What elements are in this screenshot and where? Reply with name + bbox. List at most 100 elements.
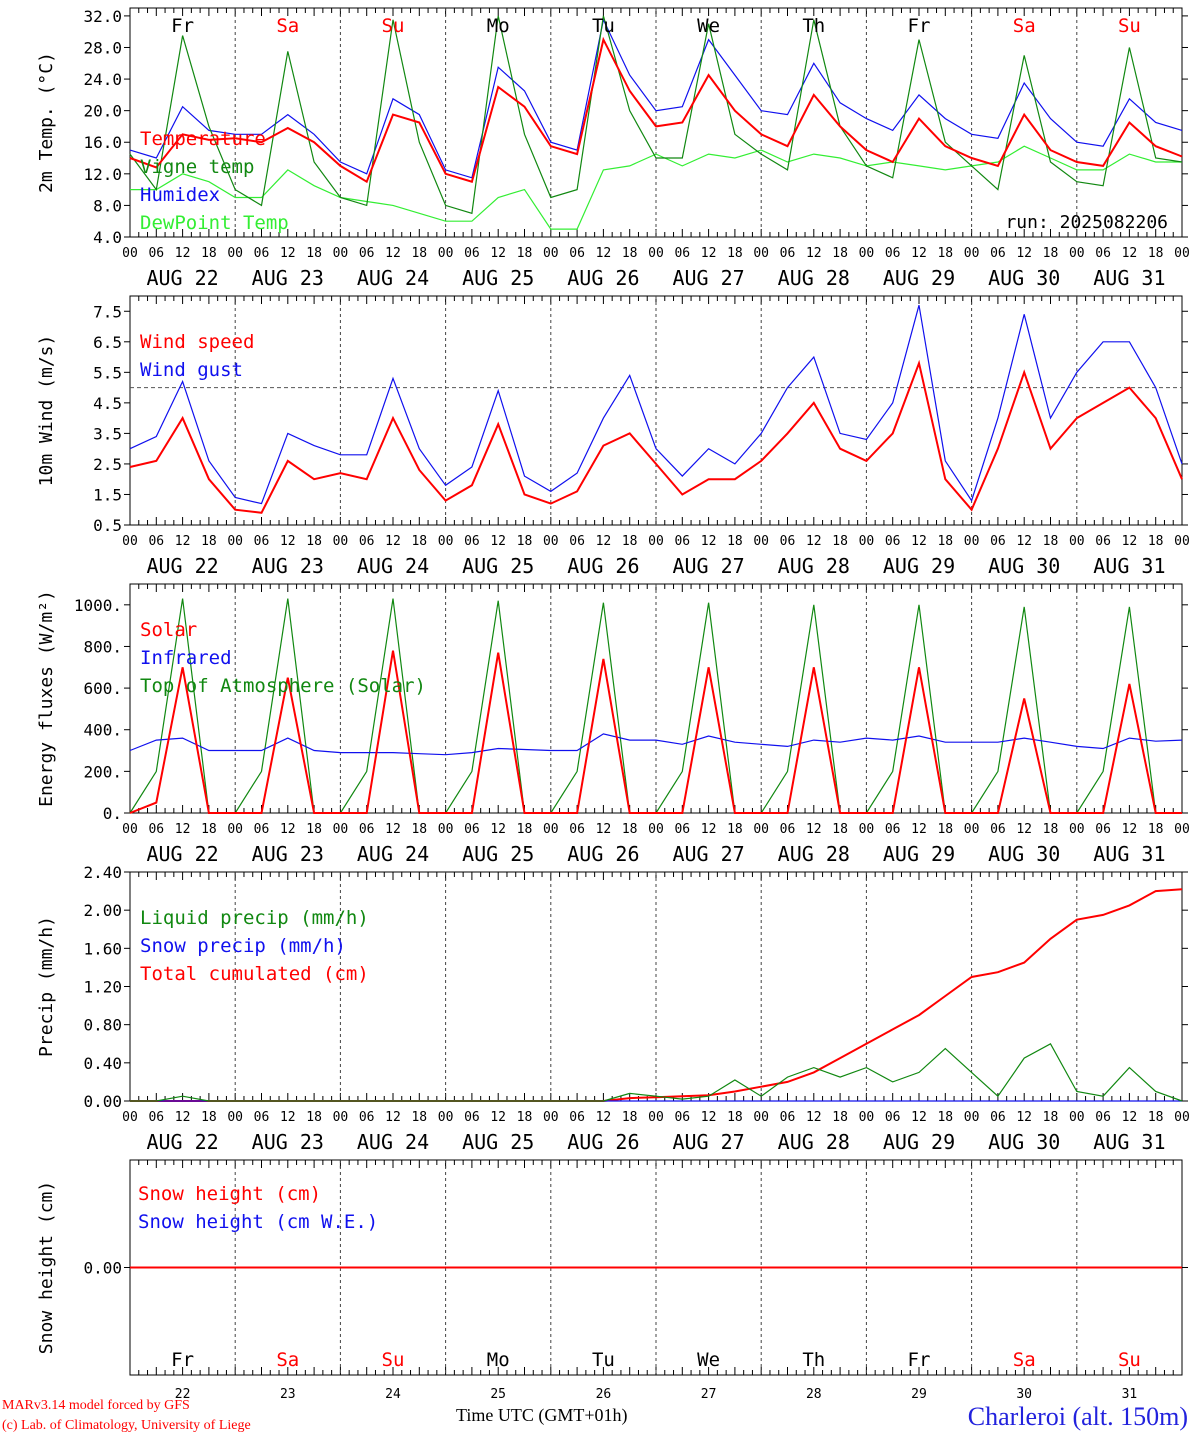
legend-entry: Total cumulated (cm) — [140, 963, 369, 985]
x-date-label: AUG 30 — [988, 842, 1060, 866]
x-hour-label: 12 — [806, 822, 822, 837]
x-hour-label: 00 — [122, 246, 138, 261]
series-line-red — [129, 36, 1183, 184]
x-hour-label: 12 — [806, 1110, 822, 1125]
x-hour-label: 06 — [148, 246, 164, 261]
series-line-blue — [129, 305, 1183, 505]
day-number-label: 23 — [280, 1387, 296, 1402]
panel-1 — [124, 7, 1188, 238]
x-hour-label: 12 — [1122, 246, 1138, 261]
y-tick-label: 1.60 — [83, 939, 122, 958]
x-date-label: AUG 26 — [567, 842, 639, 866]
x-hour-label: 00 — [964, 534, 980, 549]
y-tick-label: 32.0 — [83, 7, 122, 26]
y-tick-label: 400. — [83, 721, 122, 740]
x-hour-label: 00 — [859, 246, 875, 261]
x-hour-label: 12 — [280, 822, 296, 837]
x-hour-label: 00 — [648, 822, 664, 837]
x-hour-label: 00 — [333, 1110, 349, 1125]
run-annotation: run: 2025082206 — [1005, 212, 1168, 233]
y-tick-label: 2.40 — [83, 863, 122, 882]
x-date-label: AUG 24 — [357, 266, 429, 290]
day-of-week-label: We — [697, 1349, 720, 1371]
day-number-label: 31 — [1122, 1387, 1138, 1402]
x-hour-label: 12 — [596, 246, 612, 261]
x-hour-label: 00 — [438, 246, 454, 261]
day-of-week-label: Sa — [1013, 1349, 1036, 1371]
y-tick-label: 5.5 — [93, 363, 122, 382]
x-hour-label: 18 — [517, 246, 533, 261]
x-hour-label: 18 — [937, 534, 953, 549]
x-hour-label: 18 — [1043, 1110, 1059, 1125]
x-hour-label: 06 — [885, 534, 901, 549]
x-hour-label: 00 — [438, 822, 454, 837]
legend-entry: Snow height (cm) — [138, 1183, 321, 1205]
x-hour-label: 00 — [753, 822, 769, 837]
x-hour-label: 06 — [148, 534, 164, 549]
y-tick-label: 24.0 — [83, 70, 122, 89]
x-hour-label: 00 — [543, 1110, 559, 1125]
x-hour-label: 18 — [727, 246, 743, 261]
panel-3 — [124, 583, 1188, 814]
x-hour-label: 12 — [806, 534, 822, 549]
y-tick-label: 1.5 — [93, 485, 122, 504]
x-date-label: AUG 25 — [462, 842, 534, 866]
station-name: Charleroi (alt. 150m) — [967, 1402, 1188, 1431]
x-hour-label: 00 — [122, 1110, 138, 1125]
x-hour-label: 06 — [254, 534, 270, 549]
x-hour-label: 00 — [227, 246, 243, 261]
y-tick-label: 1000. — [74, 596, 122, 615]
x-date-label: AUG 29 — [883, 842, 955, 866]
x-hour-label: 18 — [832, 246, 848, 261]
x-hour-label: 00 — [1174, 246, 1190, 261]
series-line-red — [129, 359, 1183, 514]
x-hour-label: 18 — [832, 822, 848, 837]
x-hour-label: 18 — [201, 246, 217, 261]
x-hour-label: 06 — [780, 822, 796, 837]
x-hour-label: 00 — [859, 1110, 875, 1125]
x-hour-label: 00 — [227, 534, 243, 549]
x-hour-label: 12 — [175, 822, 191, 837]
x-date-label: AUG 31 — [1093, 1130, 1165, 1154]
y-tick-label: 16.0 — [83, 133, 122, 152]
x-hour-label: 06 — [464, 1110, 480, 1125]
x-hour-label: 06 — [148, 1110, 164, 1125]
x-date-label: AUG 30 — [988, 266, 1060, 290]
day-number-label: 27 — [701, 1387, 717, 1402]
x-date-label: AUG 27 — [672, 842, 744, 866]
day-of-week-label: Th — [802, 1349, 825, 1371]
x-hour-label: 18 — [622, 534, 638, 549]
day-number-label: 24 — [385, 1387, 401, 1402]
x-hour-label: 00 — [1069, 1110, 1085, 1125]
x-hour-label: 18 — [411, 822, 427, 837]
x-hour-label: 00 — [648, 246, 664, 261]
day-number-label: 26 — [596, 1387, 612, 1402]
panel-4 — [124, 871, 1188, 1102]
y-tick-label: 800. — [83, 637, 122, 656]
x-hour-label: 00 — [333, 534, 349, 549]
x-hour-label: 06 — [990, 246, 1006, 261]
x-hour-label: 12 — [490, 1110, 506, 1125]
x-hour-label: 06 — [885, 822, 901, 837]
x-hour-label: 00 — [964, 822, 980, 837]
x-hour-label: 06 — [780, 246, 796, 261]
series-line-blue — [129, 733, 1183, 756]
x-hour-label: 18 — [306, 534, 322, 549]
y-tick-label: 2.5 — [93, 455, 122, 474]
x-date-label: AUG 28 — [778, 1130, 850, 1154]
x-hour-label: 18 — [832, 1110, 848, 1125]
x-hour-label: 12 — [385, 1110, 401, 1125]
x-hour-label: 06 — [780, 1110, 796, 1125]
x-hour-label: 12 — [1122, 1110, 1138, 1125]
x-hour-label: 12 — [1016, 534, 1032, 549]
y-axis-label: Energy fluxes (W/m²) — [36, 590, 57, 807]
x-hour-label: 06 — [254, 822, 270, 837]
legend-entry: Snow precip (mm/h) — [140, 935, 346, 957]
x-hour-label: 00 — [648, 534, 664, 549]
series-line-lightgreen — [130, 145, 1182, 230]
day-of-week-label: Fr — [171, 15, 194, 37]
x-hour-label: 12 — [1016, 822, 1032, 837]
legend-entry: Wind gust — [140, 359, 243, 381]
x-hour-label: 12 — [1016, 246, 1032, 261]
x-hour-label: 06 — [359, 534, 375, 549]
